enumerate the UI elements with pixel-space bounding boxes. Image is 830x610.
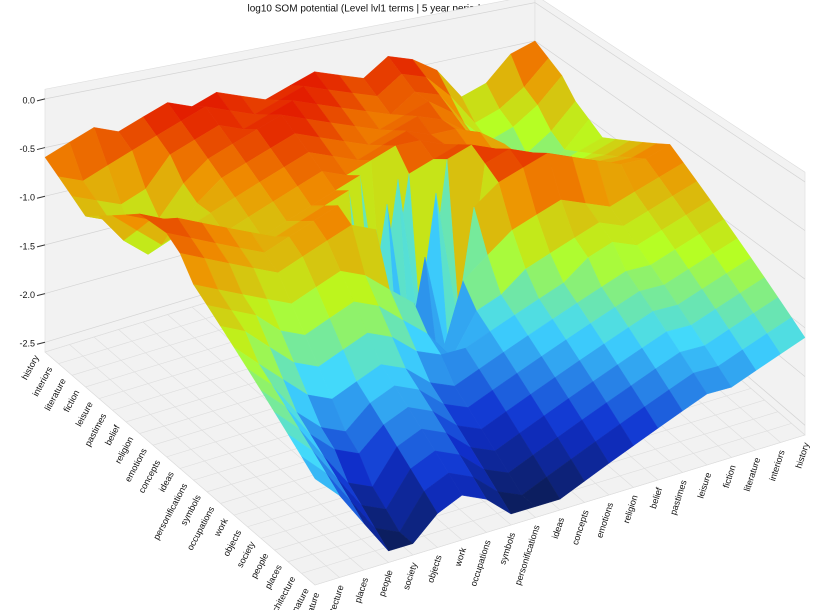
z-tick [36, 98, 46, 102]
right-axis-label: occupations [468, 538, 493, 587]
z-tick [36, 147, 46, 151]
grid-line [93, 336, 365, 571]
right-axis-label: ideas [550, 516, 566, 540]
z-tick-label: -2.5 [19, 339, 35, 349]
right-axis-label: leisure [695, 471, 713, 499]
right-axis-label: fiction [721, 464, 738, 489]
surface-cell [301, 456, 340, 496]
grid-line [314, 434, 806, 586]
left-axis-label: fiction [61, 388, 81, 413]
grid-line [118, 329, 389, 563]
z-tick-label: -2.0 [19, 290, 35, 300]
grid-line [44, 2, 806, 183]
z-tick-label: 0.0 [22, 95, 35, 105]
right-axis-label: pastimes [668, 478, 689, 516]
z-tick-label: -1.5 [19, 241, 35, 251]
z-tick [36, 293, 46, 297]
left-axis-label: ideas [157, 469, 176, 493]
grid-line [44, 351, 316, 586]
right-axis-label: places [353, 576, 371, 604]
z-tick [36, 195, 46, 199]
right-axis-label: society [401, 561, 419, 591]
z-tick-label: -1.0 [19, 193, 35, 203]
right-axis-label: objects [425, 553, 443, 584]
right-axis-label: history [793, 441, 811, 470]
chart-title: log10 SOM potential (Level lvl1 terms | … [248, 4, 543, 15]
right-axis-label: emotions [594, 501, 615, 539]
right-axis-label: interiors [767, 448, 787, 482]
right-axis-label: people [377, 569, 395, 598]
left-axis-label: belief [103, 423, 122, 447]
left-axis-label: leisure [74, 400, 95, 428]
right-axis-label: concepts [570, 508, 591, 546]
z-tick [36, 341, 46, 345]
left-axis-label: places [263, 563, 284, 591]
left-axis-label: work [212, 516, 230, 539]
right-axis-label: belief [648, 486, 664, 510]
left-axis-label: people [249, 551, 271, 580]
z-tick-label: -0.5 [19, 144, 35, 154]
z-tick [36, 244, 46, 248]
right-axis-label: architecture [322, 584, 346, 610]
left-axis-label: history [20, 353, 42, 382]
grid-line [69, 344, 340, 578]
right-axis-label: personifications [513, 523, 542, 586]
right-axis-label: work [452, 546, 468, 569]
right-axis-label: religion [621, 494, 639, 525]
right-axis-label: literature [742, 456, 762, 492]
right-axis-label: symbols [497, 531, 517, 566]
